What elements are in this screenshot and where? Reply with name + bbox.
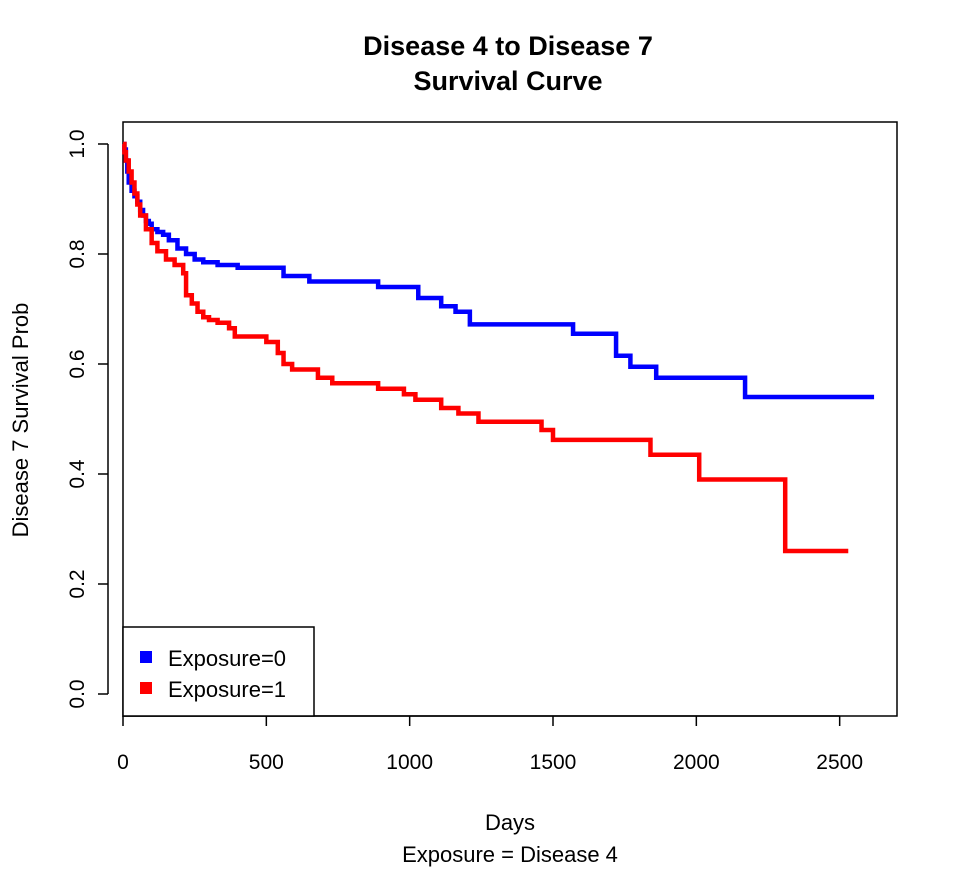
- legend-label-exposure-0: Exposure=0: [168, 646, 286, 671]
- y-tick-label: 0.0: [66, 679, 89, 708]
- series-line-exposure-0: [122, 141, 875, 400]
- legend-box: [122, 626, 315, 717]
- x-axis: 0 500 1000 1500 2000 2500: [117, 715, 863, 774]
- x-tick-label: 1500: [530, 751, 577, 774]
- chart-title-line-2: Survival Curve: [413, 66, 602, 96]
- y-tick-label: 1.0: [66, 129, 89, 158]
- chart-subtitle: Exposure = Disease 4: [402, 842, 618, 867]
- chart-title-line-1: Disease 4 to Disease 7: [363, 31, 653, 61]
- x-tick-label: 2000: [673, 751, 720, 774]
- legend-swatch-exposure-1: [140, 682, 152, 694]
- series-line-exposure-1: [122, 141, 849, 554]
- x-tick-label: 500: [249, 751, 284, 774]
- legend-label-exposure-1: Exposure=1: [168, 677, 286, 702]
- x-tick-label: 2500: [816, 751, 863, 774]
- y-tick-label: 0.4: [66, 459, 89, 489]
- legend: Exposure=0 Exposure=1: [122, 626, 315, 717]
- y-axis: 0.0 0.2 0.4 0.6 0.8 1.0: [66, 129, 109, 709]
- series-layer: [122, 141, 875, 554]
- x-tick-label: 0: [117, 751, 129, 774]
- legend-swatch-exposure-0: [140, 651, 152, 663]
- y-axis-label: Disease 7 Survival Prob: [8, 303, 33, 538]
- y-tick-label: 0.2: [66, 569, 89, 598]
- y-tick-label: 0.6: [66, 349, 89, 378]
- x-tick-label: 1000: [386, 751, 433, 774]
- y-tick-label: 0.8: [66, 239, 89, 268]
- x-axis-label: Days: [485, 810, 535, 835]
